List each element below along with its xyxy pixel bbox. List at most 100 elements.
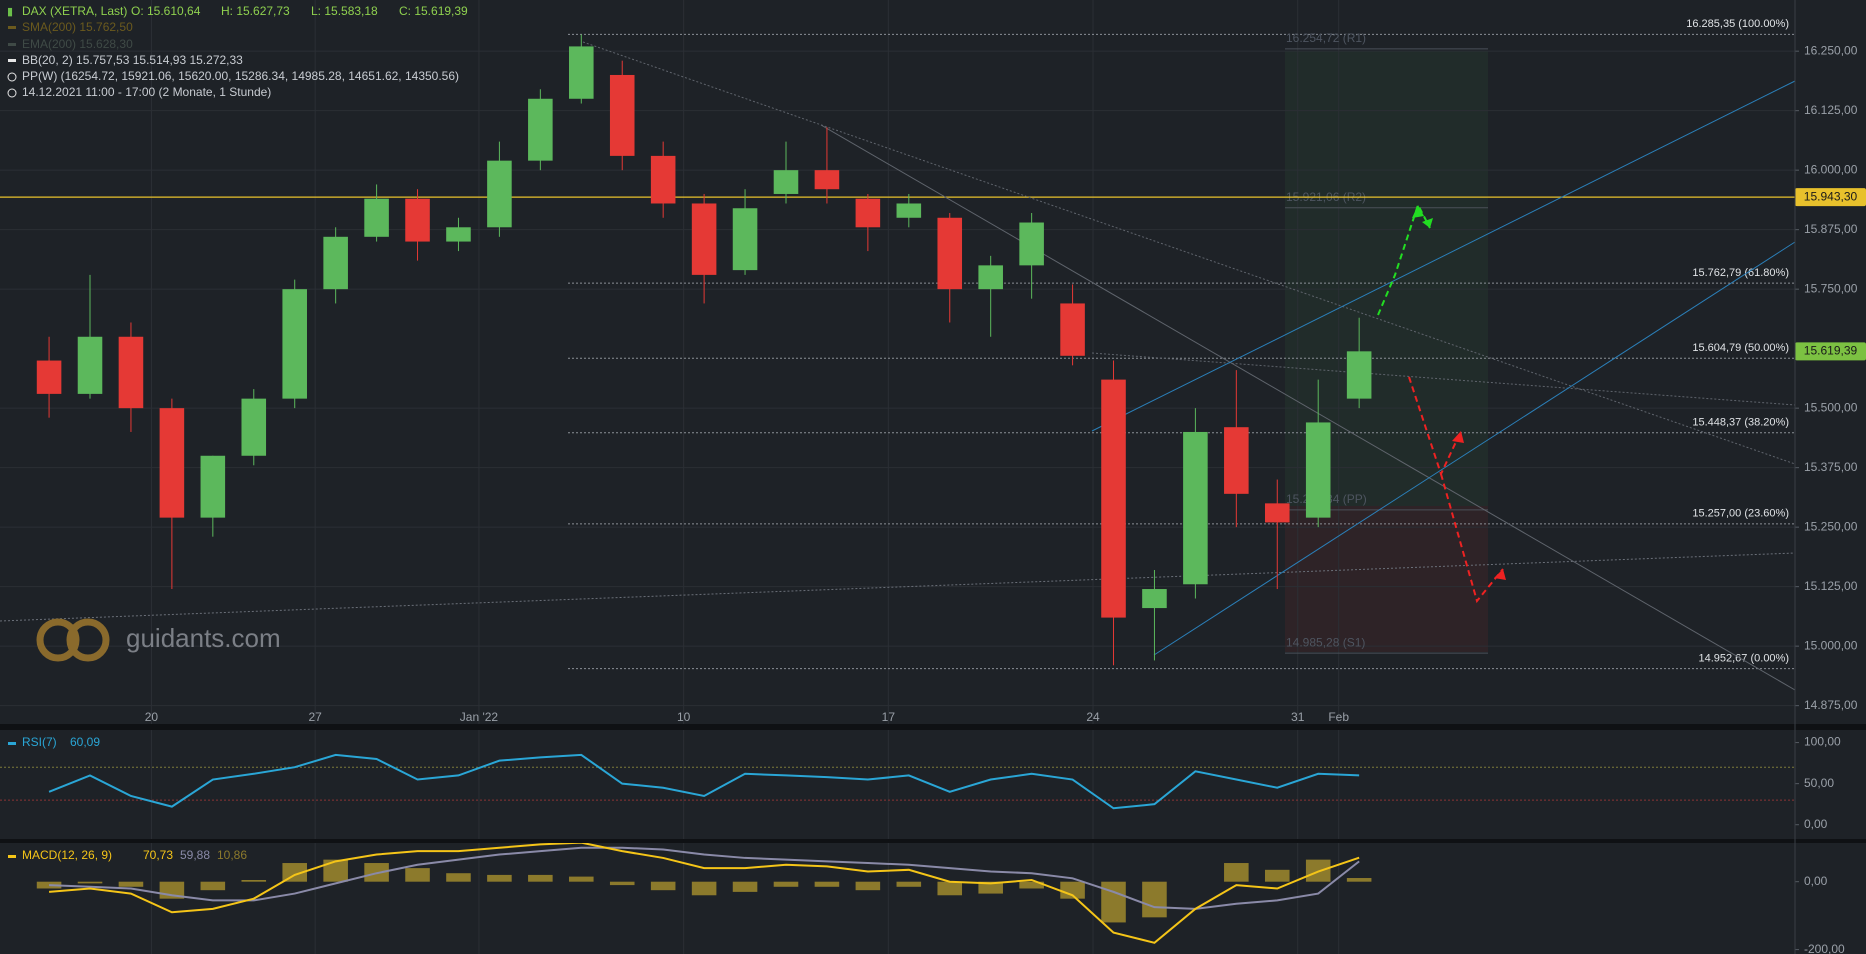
legend: ▮ DAX (XETRA, Last) O: 15.610,64 H: 15.6… bbox=[7, 4, 468, 862]
rsi-title: RSI(7) bbox=[22, 735, 57, 749]
macd-histogram-bar bbox=[405, 868, 430, 882]
candle-body bbox=[773, 170, 799, 194]
macd-histogram-bar bbox=[650, 881, 676, 891]
last-price-tag bbox=[1795, 342, 1866, 361]
candle-body bbox=[487, 160, 512, 228]
period-legend: 14.12.2021 11:00 - 17:00 (2 Monate, 1 St… bbox=[22, 85, 271, 99]
macd-histogram-bar bbox=[1224, 863, 1249, 882]
x-tick-label: 20 bbox=[145, 710, 159, 724]
channel-line bbox=[1091, 80, 1796, 432]
macd-histogram-bar bbox=[978, 881, 1003, 894]
candle-body bbox=[323, 236, 348, 290]
trend-line bbox=[0, 552, 1796, 622]
pivot-label: 16.254,72 (R1) bbox=[1286, 31, 1366, 45]
instrument-title: DAX (XETRA, Last) bbox=[22, 4, 127, 18]
ema-legend: EMA(200) 15.628,30 bbox=[22, 37, 133, 51]
logo-ring bbox=[66, 618, 110, 662]
legend-swatch bbox=[8, 855, 16, 858]
pivot-label: 14.985,28 (S1) bbox=[1286, 635, 1365, 649]
candle-body bbox=[446, 227, 471, 242]
macd-histogram-bar bbox=[1101, 881, 1126, 923]
candle-body bbox=[1264, 503, 1290, 523]
bullish-scenario-arrow bbox=[1377, 202, 1431, 316]
histogram-value: 10,86 bbox=[217, 848, 247, 862]
macd-histogram-bar bbox=[446, 873, 471, 882]
macd-value: 70,73 bbox=[143, 848, 173, 862]
y-tick-label: 16.125,00 bbox=[1804, 103, 1858, 117]
macd-histogram-bar bbox=[609, 881, 635, 886]
trend-line bbox=[582, 41, 1796, 465]
fibonacci-label: 14.952,67 (0.00%) bbox=[1698, 653, 1789, 665]
candle-body bbox=[896, 203, 922, 218]
macd-histogram-bar bbox=[1264, 869, 1290, 882]
arrow-head bbox=[1452, 431, 1464, 443]
candle-body bbox=[1142, 589, 1167, 609]
x-tick-label: 31 bbox=[1291, 710, 1305, 724]
macd-histogram-bar bbox=[896, 881, 922, 887]
candle-body bbox=[200, 455, 226, 518]
candle-body bbox=[855, 198, 881, 228]
candle-body bbox=[77, 336, 103, 394]
drawings bbox=[0, 41, 1796, 691]
y-tick-label: 15.000,00 bbox=[1804, 638, 1858, 652]
x-tick-label: 24 bbox=[1086, 710, 1100, 724]
legend-swatch bbox=[8, 59, 16, 62]
x-tick-label: 10 bbox=[677, 710, 691, 724]
legend-swatch bbox=[8, 43, 16, 46]
candle-body bbox=[1019, 222, 1044, 266]
ohlc-high: H: 15.627,73 bbox=[221, 4, 290, 18]
y-tick-label: 100,00 bbox=[1804, 735, 1841, 749]
candle-body bbox=[569, 46, 594, 99]
macd-histogram-bar bbox=[528, 874, 553, 882]
last-price-label: 15.619,39 bbox=[1804, 344, 1858, 358]
candle-body bbox=[650, 155, 676, 204]
x-tick-label: 27 bbox=[309, 710, 323, 724]
candle-body bbox=[528, 98, 553, 161]
candle-body bbox=[814, 170, 840, 190]
candle-body bbox=[937, 217, 963, 290]
macd-histogram-bar bbox=[691, 881, 717, 896]
legend-icon: ▮ bbox=[7, 6, 13, 18]
legend-swatch bbox=[8, 26, 16, 29]
y-tick-label: 15.750,00 bbox=[1804, 281, 1858, 295]
signal-value: 59,88 bbox=[180, 848, 210, 862]
y-tick-label: 15.500,00 bbox=[1804, 400, 1858, 414]
x-tick-label: Feb bbox=[1328, 710, 1349, 724]
y-tick-label: 14.875,00 bbox=[1804, 698, 1858, 712]
candle-body bbox=[241, 398, 267, 456]
candle-body bbox=[1224, 427, 1249, 494]
panel-separator bbox=[0, 724, 1866, 730]
y-tick-label: 0,00 bbox=[1804, 817, 1828, 831]
logo-ring bbox=[36, 618, 80, 662]
macd-histogram-bar bbox=[323, 859, 348, 882]
fibonacci-label: 15.604,79 (50.00%) bbox=[1692, 342, 1789, 354]
arrow-head bbox=[1412, 205, 1424, 218]
macd-histogram-bar bbox=[1019, 881, 1044, 889]
watermark: guidants.com bbox=[36, 618, 281, 662]
legend-icon bbox=[7, 88, 17, 98]
ohlc-low: L: 15.583,18 bbox=[311, 4, 378, 18]
ohlc-open: O: 15.610,64 bbox=[131, 4, 201, 18]
candle-body bbox=[1305, 422, 1331, 518]
candle-body bbox=[1183, 431, 1208, 585]
macd-title: MACD(12, 26, 9) bbox=[22, 848, 112, 862]
macd-line bbox=[48, 841, 1360, 944]
rsi-value: 60,09 bbox=[70, 735, 100, 749]
fibonacci-label: 15.448,37 (38.20%) bbox=[1692, 417, 1789, 429]
macd-histogram-bar bbox=[1060, 881, 1085, 899]
x-tick-label: 17 bbox=[882, 710, 896, 724]
trend-line bbox=[1091, 352, 1796, 406]
macd-histogram-bar bbox=[241, 880, 267, 882]
legend-swatch bbox=[8, 742, 16, 745]
macd-histogram-bar bbox=[1346, 878, 1372, 882]
candle-body bbox=[405, 198, 430, 242]
y-tick-label: 0,00 bbox=[1804, 874, 1828, 888]
macd-histogram-bar bbox=[118, 881, 144, 887]
macd-histogram-bar bbox=[1142, 881, 1167, 918]
candle-body bbox=[282, 289, 307, 399]
fibonacci-label: 15.257,00 (23.60%) bbox=[1692, 508, 1789, 520]
x-tick-label: Jan '22 bbox=[460, 710, 499, 724]
pivot-legend: PP(W) (16254.72, 15921.06, 15620.00, 152… bbox=[22, 69, 459, 83]
y-tick-label: 15.125,00 bbox=[1804, 579, 1858, 593]
